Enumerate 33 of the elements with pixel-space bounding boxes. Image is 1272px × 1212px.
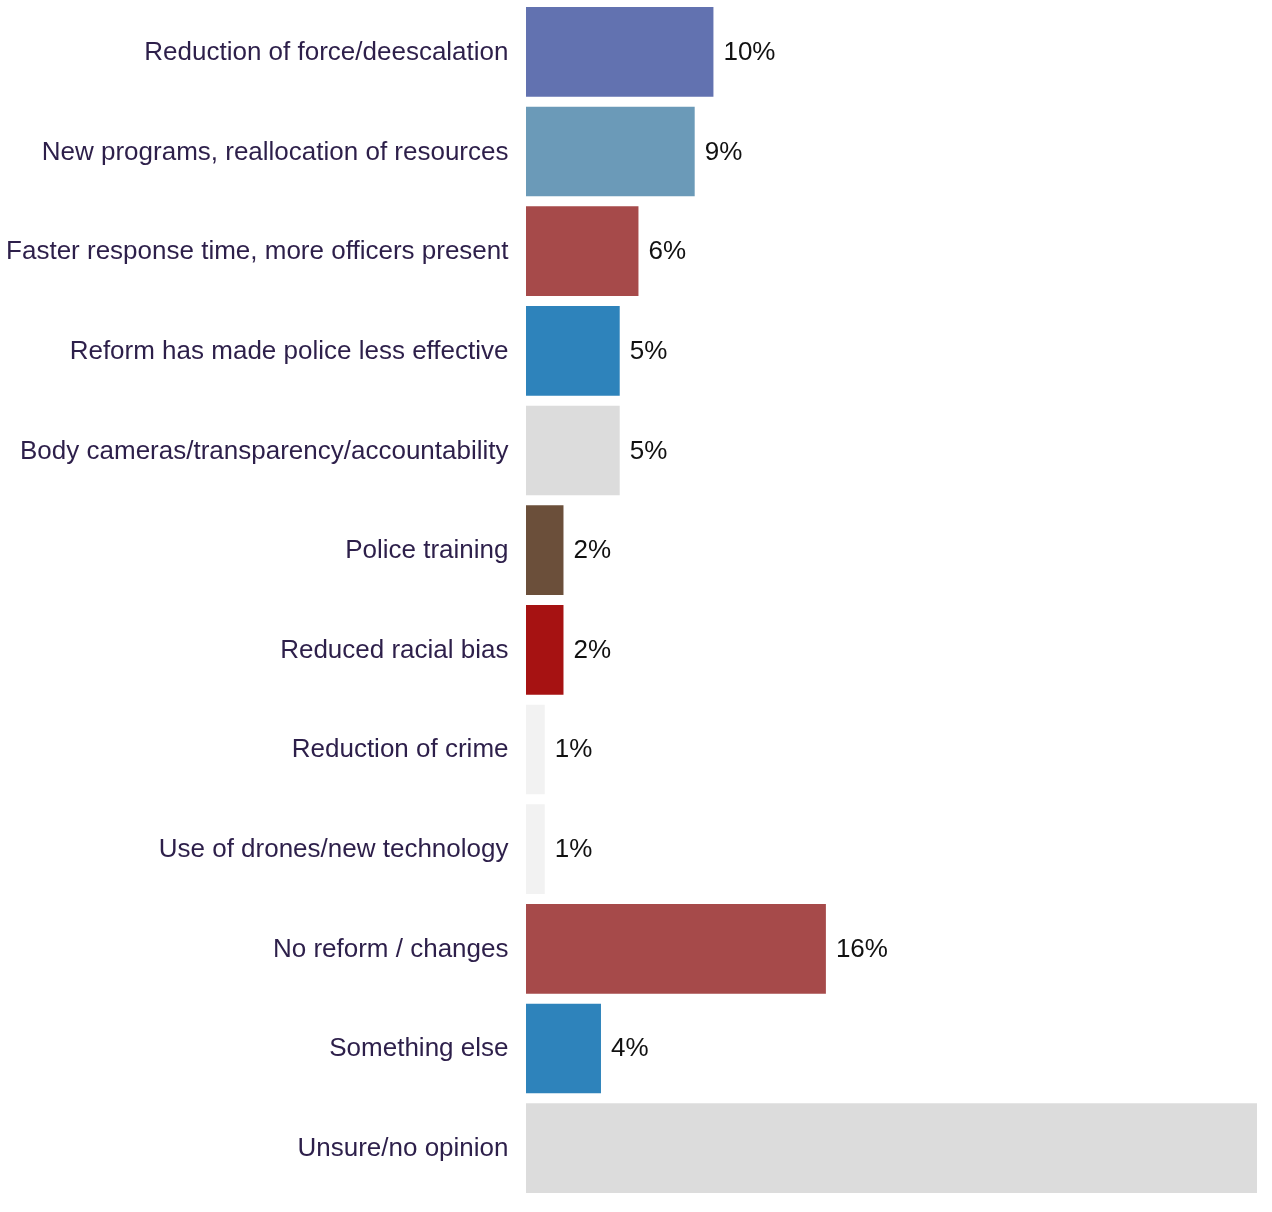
bar	[526, 305, 620, 396]
data-label: 10%	[723, 35, 776, 66]
y-tick-label: Something else	[329, 1032, 509, 1063]
data-label: 6%	[648, 235, 687, 266]
bar	[526, 1103, 1257, 1194]
y-tick-label: Faster response time, more officers present	[6, 235, 510, 266]
y-tick-label: Use of drones/new technology	[158, 833, 509, 864]
y-tick-label: Reform has made police less effective	[69, 334, 509, 365]
data-label: 2%	[573, 633, 612, 664]
y-tick-label: Reduced racial bias	[280, 633, 509, 664]
data-label: 2%	[573, 534, 612, 565]
y-tick-label: Reduction of force/deescalation	[144, 35, 509, 66]
y-tick-label: New programs, reallocation of resources	[41, 135, 509, 166]
bar	[526, 106, 695, 197]
bar	[526, 505, 564, 596]
data-label: 1%	[554, 733, 593, 764]
y-tick-label: Unsure/no opinion	[297, 1132, 509, 1163]
data-label: 9%	[704, 135, 743, 166]
bar	[526, 1003, 601, 1094]
y-tick-label: Police training	[345, 534, 509, 565]
bar	[526, 6, 714, 97]
data-label: 5%	[629, 334, 668, 365]
data-label: 16%	[835, 932, 888, 963]
y-tick-label: No reform / changes	[272, 932, 509, 963]
data-label: 4%	[610, 1032, 649, 1063]
bar	[526, 405, 620, 496]
bar	[526, 604, 564, 695]
data-label: 5%	[629, 434, 668, 465]
data-label: 1%	[554, 833, 593, 864]
y-tick-label: Reduction of crime	[291, 733, 509, 764]
y-tick-label: Body cameras/transparency/accountability	[20, 434, 509, 465]
bar	[526, 206, 639, 297]
bar	[526, 903, 826, 994]
